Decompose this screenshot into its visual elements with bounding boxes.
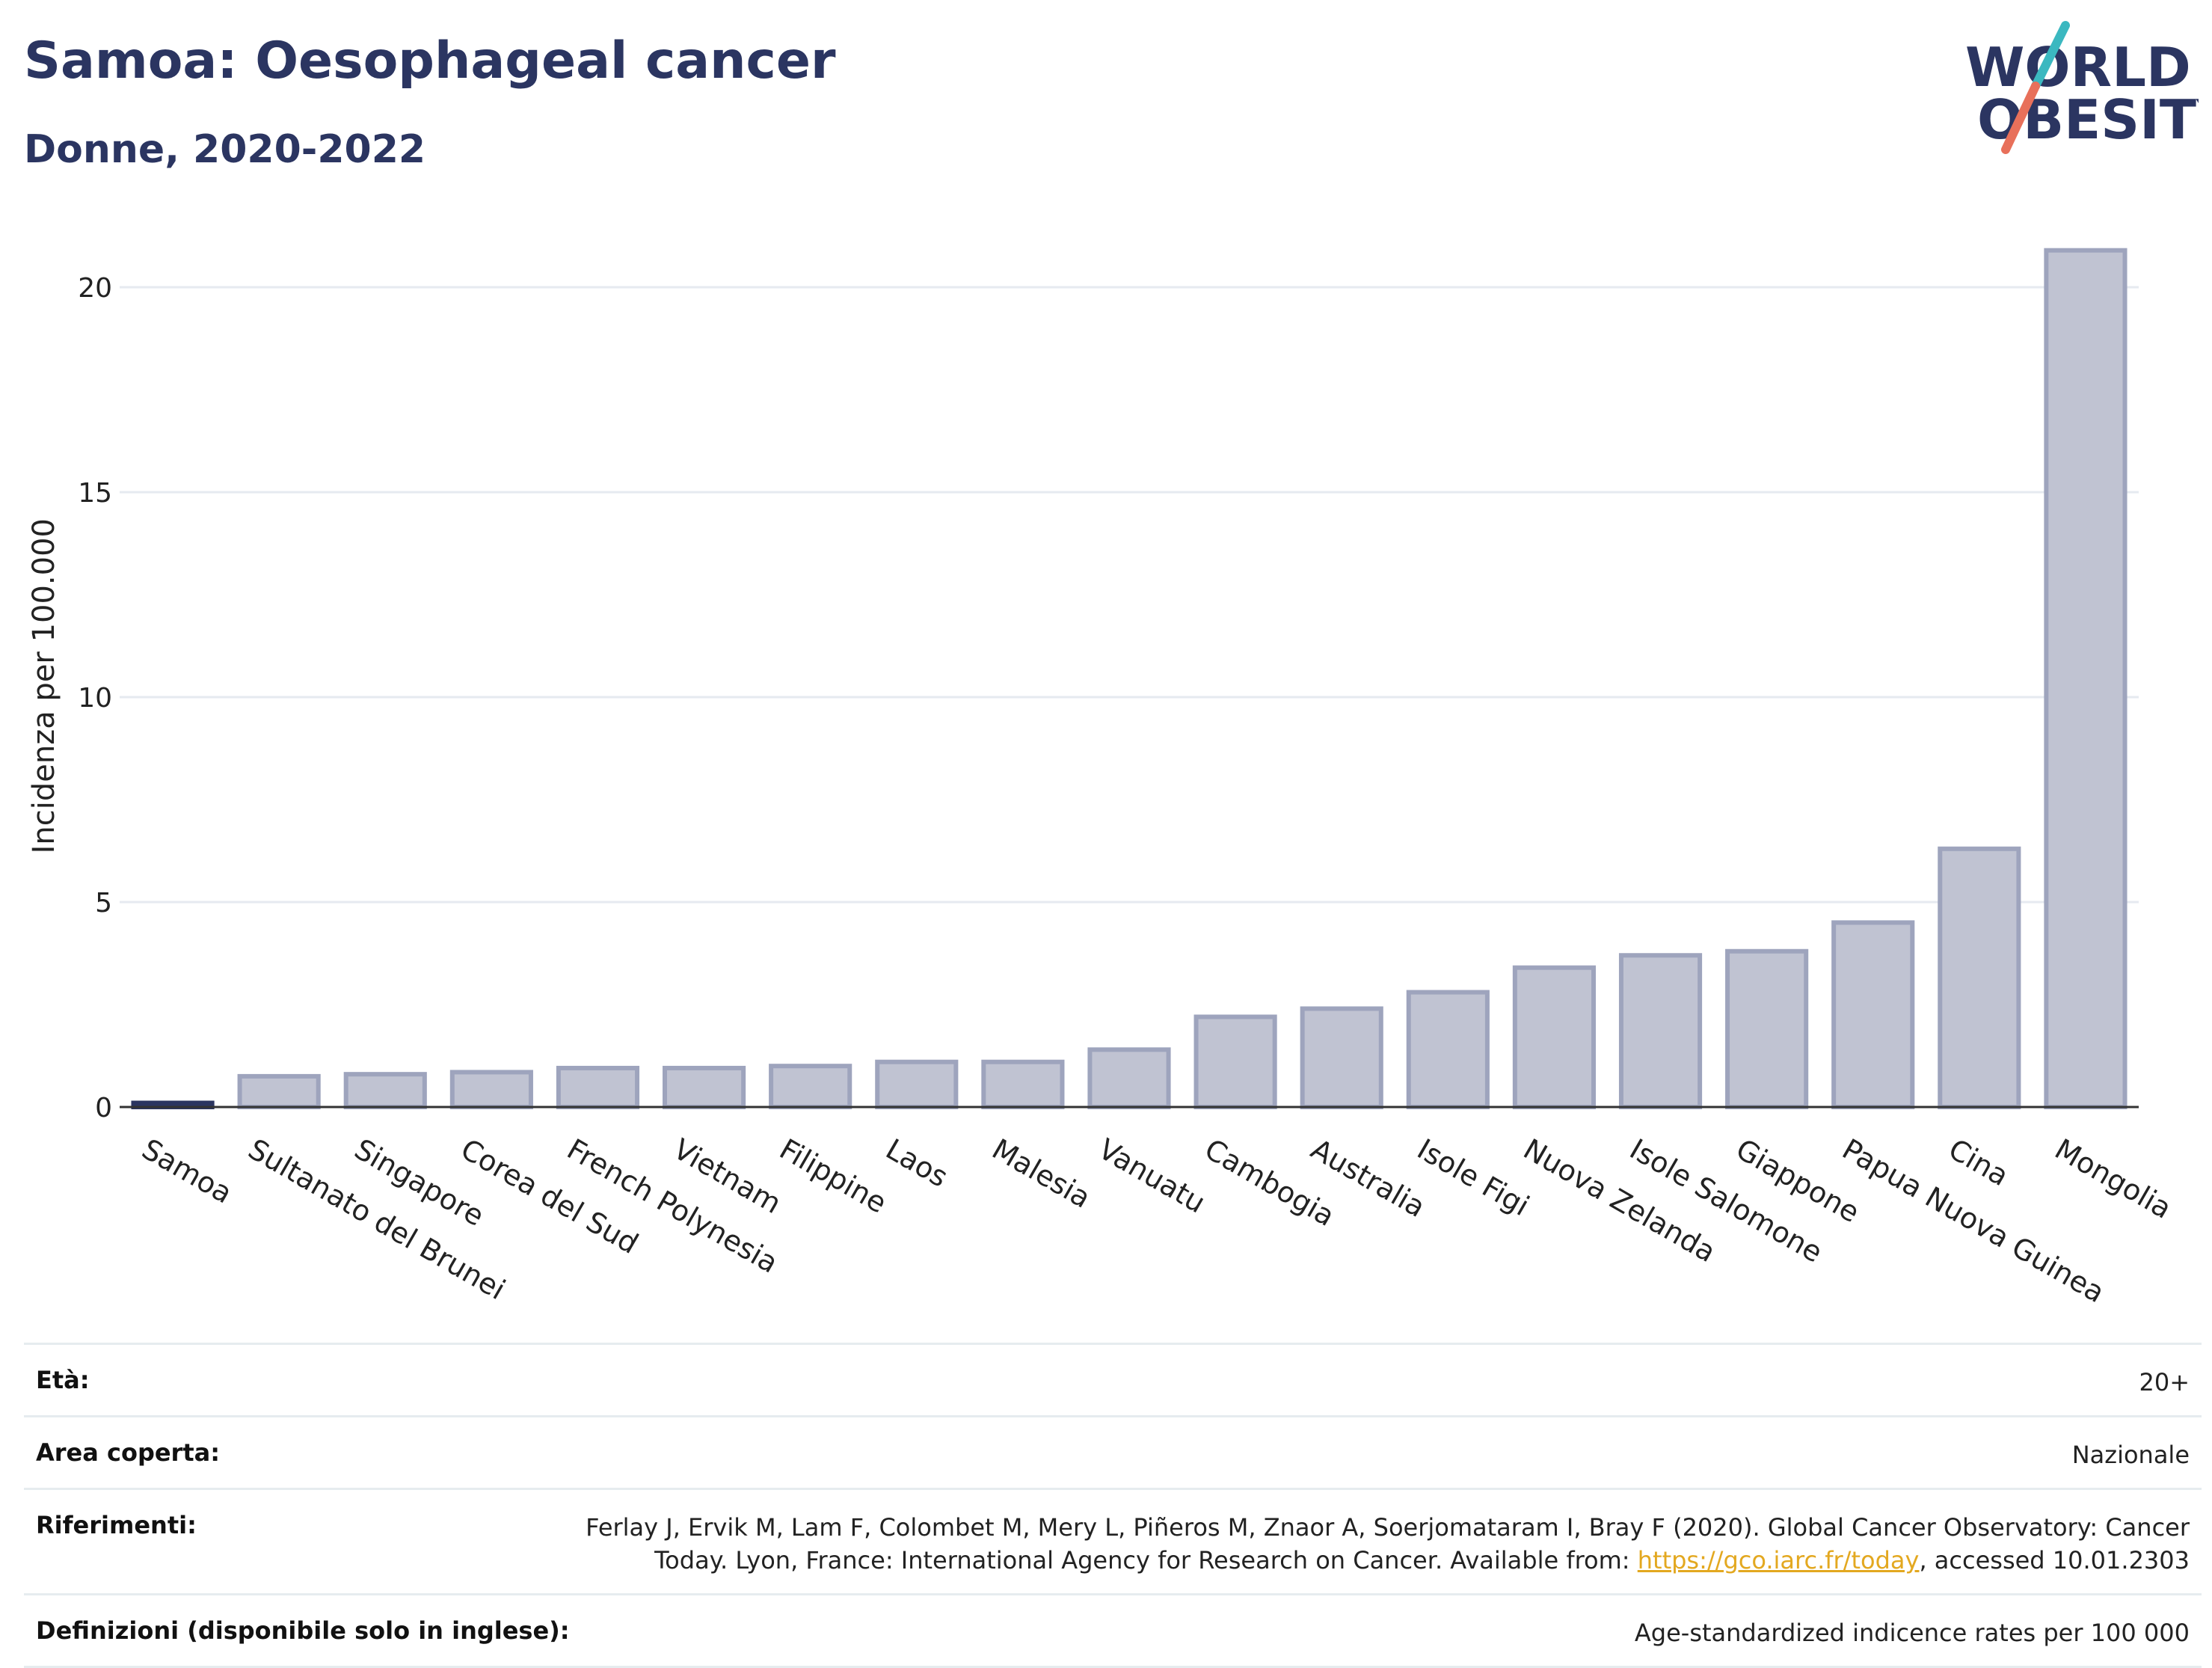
logo-slash-teal [2031,21,2070,91]
bar-corea-del-sud [449,1070,533,1110]
x-label-filippine: Filippine [774,1132,892,1220]
y-tick-label-15: 15 [78,478,112,509]
logo-slash-coral [2001,82,2040,154]
references-label: Riferimenti: [36,1511,197,1539]
references-line1: Ferlay J, Ervik M, Lam F, Colombet M, Me… [586,1513,2190,1542]
bar-sultanato-del-brunei [237,1073,321,1110]
x-label-samoa: Samoa [137,1132,238,1210]
y-tick-label-0: 0 [95,1093,112,1123]
bar-filippine [769,1064,852,1109]
y-tick-labels: 0 5 10 15 20 [78,273,112,1123]
x-label-isole-figi: Isole Figi [1412,1132,1535,1222]
x-label-isole-salomone: Isole Salomone [1624,1132,1828,1269]
meta-row-area: Area coperta: Nazionale [24,1415,2202,1488]
x-label-malesia: Malesia [986,1132,1096,1215]
bar-nuova-zelanda [1512,965,1597,1110]
references-value: Ferlay J, Ervik M, Lam F, Colombet M, Me… [586,1511,2190,1577]
area-value: Nazionale [2071,1441,2190,1469]
area-label: Area coperta: [36,1438,221,1467]
bar-vietnam [663,1065,746,1109]
y-tick-label-5: 5 [95,888,112,919]
bar-malesia [981,1059,1065,1109]
x-label-laos: Laos [880,1132,953,1194]
grid-lines [120,286,2139,904]
bar-cambogia [1193,1014,1277,1109]
y-tick-label-10: 10 [78,683,112,714]
meta-row-age: Età: 20+ [24,1343,2202,1415]
definitions-label: Definizioni (disponibile solo in inglese… [36,1616,570,1645]
bar-cina [1938,846,2021,1109]
bar-chart: 0 5 10 15 20 Samoa Sultanato del BruneiSingap… [27,248,2178,1309]
bar-isole-figi [1406,990,1490,1110]
age-label: Età: [36,1366,90,1394]
references-line2-post: , accessed 10.01.2303 [1919,1546,2190,1575]
metadata-table: Età: 20+ Area coperta: Nazionale Riferim… [24,1343,2202,1668]
meta-row-definitions: Definizioni (disponibile solo in inglese… [24,1593,2202,1668]
bars [120,248,2139,1110]
definitions-value: Age-standardized indicence rates per 100… [1634,1619,2190,1647]
x-label-mongolia: Mongolia [2049,1132,2177,1225]
y-axis-title: Incidenza per 100.000 [27,518,61,853]
world-obesity-logo: WORLD OBESITY [1965,21,2199,154]
references-link[interactable]: https://gco.iarc.fr/today [1637,1546,1920,1575]
logo-text-line1: WORLD [1965,36,2191,99]
chart-title: Samoa: Oesophageal cancer [24,31,836,91]
age-value: 20+ [2139,1368,2190,1396]
bar-papua-nuova-guinea [1831,920,1915,1110]
bar-giappone [1725,948,1809,1110]
bar-french-polynesia [556,1065,640,1109]
x-label-corea-del-sud: Corea del Sud [455,1132,644,1260]
x-label-vanuatu: Vanuatu [1093,1132,1211,1219]
x-label-nuova-zelanda: Nuova Zelanda [1518,1132,1721,1269]
bar-australia [1300,1006,1383,1109]
bar-isole-salomone [1618,953,1703,1109]
bar-singapore [343,1072,427,1110]
x-category-labels: Samoa Sultanato del BruneiSingaporeCorea … [137,1132,2178,1309]
y-tick-label-20: 20 [78,273,112,304]
references-line2-pre: Today. Lyon, France: International Agenc… [654,1546,1638,1575]
bar-vanuatu [1087,1047,1171,1110]
x-label-cina: Cina [1943,1132,2014,1192]
bar-mongolia [2044,248,2127,1109]
meta-row-references: Riferimenti: Ferlay J, Ervik M, Lam F, C… [24,1488,2202,1593]
chart-subtitle: Donne, 2020-2022 [24,127,426,172]
bar-laos [875,1059,959,1109]
